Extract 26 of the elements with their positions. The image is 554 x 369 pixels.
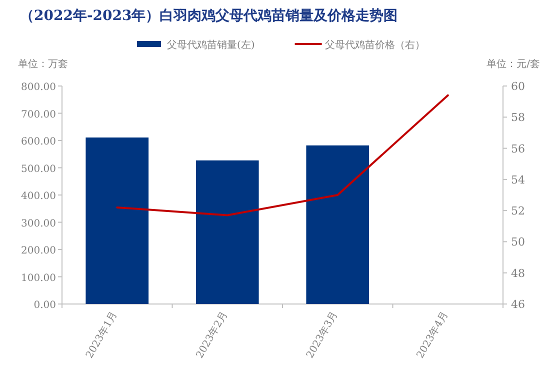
legend-label: 父母代鸡苗价格（右） [324,39,425,51]
y-tick-label: 500.00 [21,164,56,175]
y-tick-label: 100.00 [21,272,56,284]
chart-title: （2022年-2023年）白羽肉鸡父母代鸡苗销量及价格走势图 [20,8,398,24]
y2-tick-label: 60 [511,80,525,93]
y-axis-title: 单位：万套 [18,58,68,70]
y2-tick-label: 52 [511,204,525,218]
y2-axis-title: 单位：元/套 [486,58,540,70]
y-tick-label: 400.00 [21,191,56,202]
y2-tick-label: 48 [511,266,525,280]
y2-tick-label: 50 [511,236,525,249]
y2-tick-label: 56 [511,142,525,156]
y-tick-label: 700.00 [21,109,56,120]
bar [86,138,149,304]
y-tick-label: 0.00 [34,300,56,311]
y-tick-label: 200.00 [21,246,56,256]
y2-tick-label: 46 [511,298,525,311]
y-tick-label: 800.00 [21,82,56,93]
line-series [116,94,449,216]
y-tick-label: 300.00 [21,218,56,230]
legend-label: 父母代鸡苗销量(左) [167,39,255,51]
bar [196,160,259,304]
bar [306,145,370,304]
y2-tick-label: 54 [511,173,525,186]
y2-tick-label: 58 [511,111,525,124]
y-tick-label: 600.00 [21,136,56,148]
